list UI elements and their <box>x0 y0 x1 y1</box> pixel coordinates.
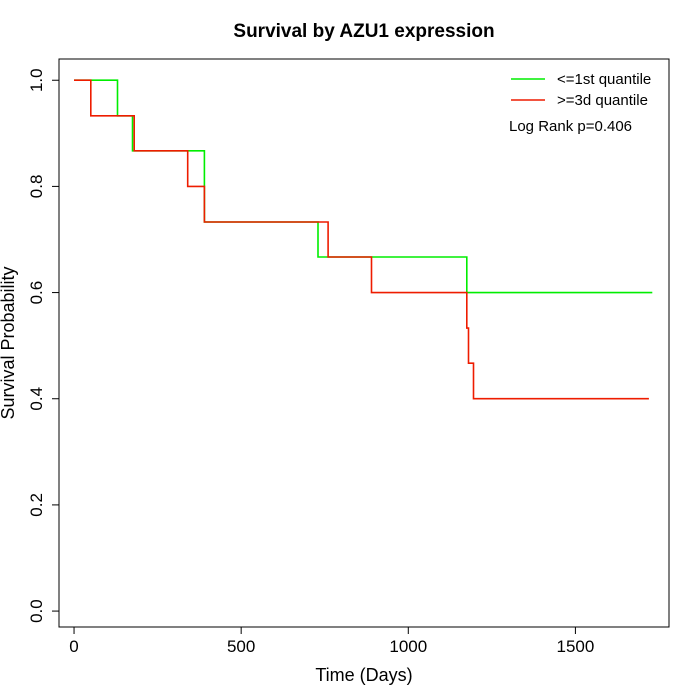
legend-label-2: >=3d quantile <box>557 92 648 109</box>
y-tick-label: 0.0 <box>27 599 46 623</box>
x-tick-label: 1500 <box>556 637 594 656</box>
y-tick-label: 0.8 <box>27 175 46 199</box>
x-axis-label: Time (Days) <box>315 665 412 685</box>
y-tick-label: 0.2 <box>27 493 46 517</box>
x-axis: 0 500 1000 1500 <box>69 626 594 656</box>
series-layer <box>74 79 653 400</box>
series-line-1 <box>74 79 653 294</box>
log-rank-annotation: Log Rank p=0.406 <box>509 118 632 135</box>
legend-label-1: <=1st quantile <box>557 71 651 88</box>
series-line-2 <box>74 79 649 400</box>
chart-title: Survival by AZU1 expression <box>233 21 494 42</box>
x-tick-label: 0 <box>69 637 78 656</box>
y-tick-label: 0.6 <box>27 281 46 305</box>
y-axis: 0.0 0.2 0.4 0.6 0.8 1.0 <box>27 68 60 623</box>
y-tick-label: 0.4 <box>27 387 46 411</box>
x-tick-label: 1000 <box>389 637 427 656</box>
y-axis-label: Survival Probability <box>0 266 18 419</box>
plot-frame <box>58 58 670 628</box>
x-tick-label: 500 <box>227 637 255 656</box>
y-tick-label: 1.0 <box>27 68 46 92</box>
legend: <=1st quantile >=3d quantile <box>511 71 651 109</box>
